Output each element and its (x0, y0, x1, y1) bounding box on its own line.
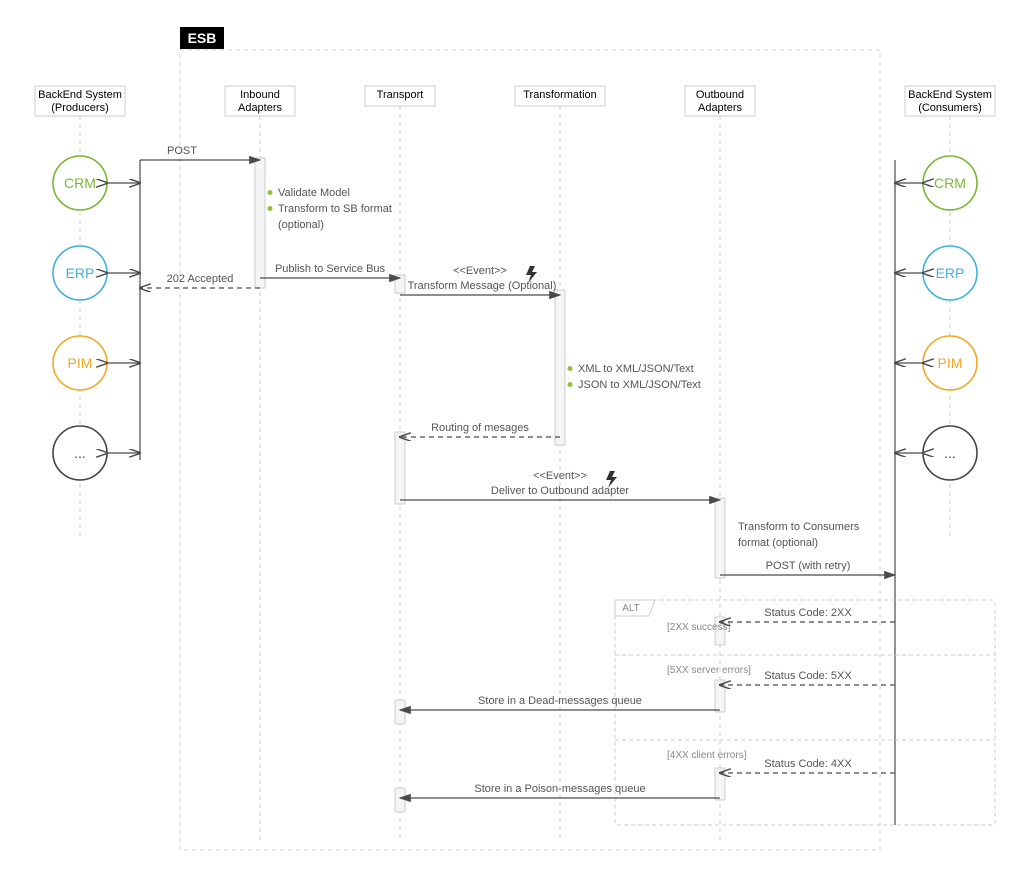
producers-pim-label: PIM (68, 355, 93, 371)
alt-label: ALT (622, 603, 640, 614)
activation-transport-7 (395, 700, 405, 724)
message-text-10: Status Code: 4XX (764, 758, 852, 770)
activation-inbound-0 (255, 158, 265, 288)
lane-label1-transformation: Transformation (523, 89, 597, 101)
lane-label1-outbound: Outbound (696, 89, 744, 101)
alt-guard-0: [2XX success] (667, 622, 731, 633)
consumers-erp-label: ERP (936, 265, 965, 281)
lane-label2-consumers: (Consumers) (918, 102, 982, 114)
event-label-3: <<Event>> (453, 265, 507, 277)
note-1-bullet-0 (568, 366, 573, 371)
note-0-bullet-0 (268, 190, 273, 195)
consumers-crm-label: CRM (934, 175, 966, 191)
message-text-8: Status Code: 5XX (764, 670, 852, 682)
consumers-more-label: ... (944, 445, 956, 461)
event-label-5: <<Event>> (533, 470, 587, 482)
lane-label1-inbound: Inbound (240, 89, 280, 101)
alt-guard-1: [5XX server errors] (667, 665, 751, 676)
note-2-line-0: Transform to Consumers (738, 521, 860, 533)
producers-crm-label: CRM (64, 175, 96, 191)
lane-label1-producers: BackEnd System (38, 89, 122, 101)
note-0-line-0: Validate Model (278, 187, 350, 199)
lane-label2-outbound: Adapters (698, 102, 743, 114)
note-1-bullet-1 (568, 382, 573, 387)
activation-transformation-2 (555, 290, 565, 445)
esb-label: ESB (188, 30, 217, 46)
message-text-4: Routing of mesages (431, 422, 529, 434)
producers-more-label: ... (74, 445, 86, 461)
message-text-0: POST (167, 145, 197, 157)
esb-sequence-diagram: ESBBackEnd System(Producers)InboundAdapt… (0, 0, 1024, 871)
note-2-line-1: format (optional) (738, 537, 818, 549)
consumers-pim-label: PIM (938, 355, 963, 371)
lane-label2-producers: (Producers) (51, 102, 108, 114)
lane-label2-inbound: Adapters (238, 102, 283, 114)
message-text-3: Transform Message (Optional) (408, 280, 557, 292)
note-1-line-1: JSON to XML/JSON/Text (578, 379, 701, 391)
note-0-line-1: Transform to SB format (278, 203, 392, 215)
activation-outbound-4 (715, 498, 725, 578)
note-0-line-2: (optional) (278, 219, 324, 231)
message-text-7: Status Code: 2XX (764, 607, 852, 619)
message-text-2: Publish to Service Bus (275, 263, 386, 275)
lane-label1-transport: Transport (377, 89, 424, 101)
producers-erp-label: ERP (66, 265, 95, 281)
message-text-6: POST (with retry) (766, 560, 851, 572)
message-text-9: Store in a Dead-messages queue (478, 695, 642, 707)
note-1-line-0: XML to XML/JSON/Text (578, 363, 694, 375)
alt-guard-2: [4XX client errors] (667, 750, 747, 761)
alt-frame (615, 600, 995, 825)
note-0-bullet-1 (268, 206, 273, 211)
activation-transport-3 (395, 432, 405, 504)
lane-label1-consumers: BackEnd System (908, 89, 992, 101)
esb-container (180, 50, 880, 850)
activation-transport-9 (395, 788, 405, 812)
message-text-1: 202 Accepted (167, 273, 234, 285)
message-text-11: Store in a Poison-messages queue (474, 783, 645, 795)
